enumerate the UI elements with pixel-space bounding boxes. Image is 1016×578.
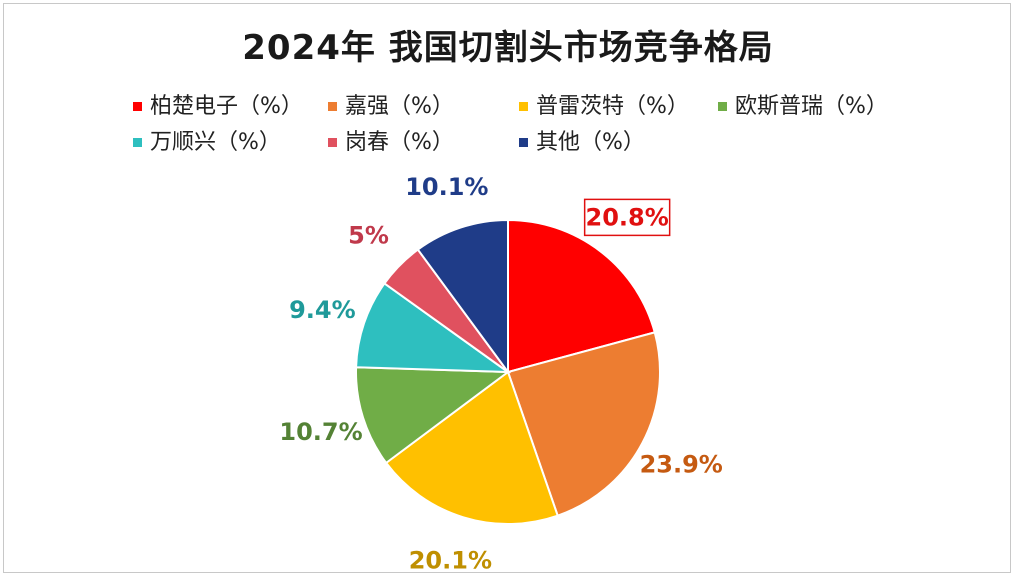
legend-label: 柏楚电子（%）	[150, 94, 303, 119]
data-label-2: 20.1%	[409, 546, 492, 574]
legend-swatch	[328, 102, 337, 111]
data-label-5: 5%	[348, 221, 389, 249]
pie-slice-4	[355, 282, 512, 374]
pie-slice-6	[416, 218, 509, 376]
legend-label: 欧斯普瑞（%）	[735, 94, 888, 119]
legend-label: 岗春（%）	[345, 130, 454, 155]
pie-slice-2	[384, 370, 559, 525]
data-label-0: 20.8%	[586, 203, 669, 231]
pie-slice-1	[506, 331, 661, 517]
chart-title: 2024年 我国切割头市场竞争格局	[242, 28, 774, 68]
legend-swatch	[133, 102, 142, 111]
legend-swatch	[519, 138, 528, 147]
data-label-1: 23.9%	[640, 451, 723, 479]
pie-slice-0	[507, 218, 656, 374]
data-label-3: 10.7%	[279, 418, 362, 446]
legend-swatch	[718, 102, 727, 111]
legend-swatch	[328, 138, 337, 147]
highlight-box	[583, 198, 671, 237]
data-label-6: 10.1%	[405, 173, 488, 201]
legend-label: 万顺兴（%）	[150, 130, 281, 155]
legend-swatch	[133, 138, 142, 147]
data-label-4: 9.4%	[289, 296, 356, 324]
legend-swatch	[519, 102, 528, 111]
legend-label: 普雷茨特（%）	[536, 94, 689, 119]
legend-label: 嘉强（%）	[345, 94, 454, 119]
legend-label: 其他（%）	[536, 130, 645, 155]
pie-slice-3	[355, 366, 511, 465]
